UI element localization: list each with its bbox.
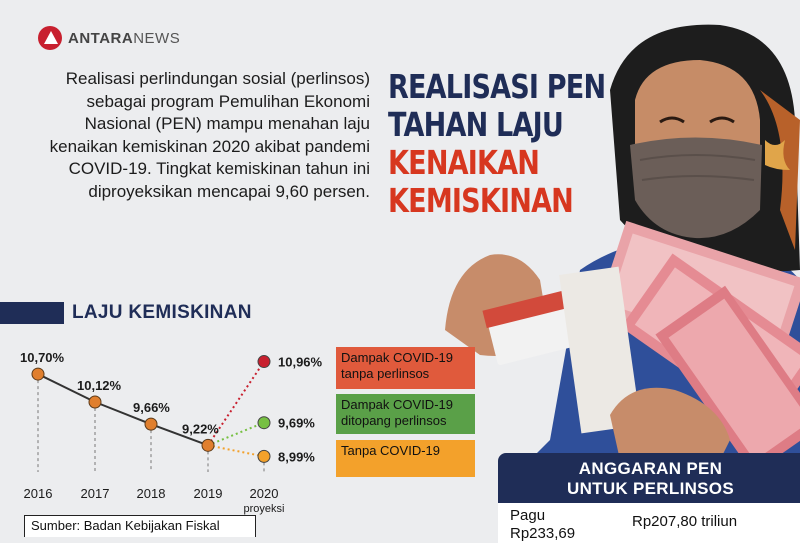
projection-line-2: [207, 444, 265, 458]
projection-label-2: 8,99%: [278, 449, 315, 464]
chart-labels: 10,70% 10,12% 9,66% 9,22% 10,96% 9,69% 8,99%: [20, 350, 323, 464]
budget-title-line-1: ANGGARAN PEN: [578, 459, 723, 478]
logo-suffix: NEWS: [133, 29, 181, 47]
poverty-line-chart: 10,70% 10,12% 9,66% 9,22% 10,96% 9,69% 8,99% 2…: [20, 350, 323, 515]
point-2018: [144, 417, 158, 431]
projection-point-2: [257, 449, 271, 463]
pagu-label: Pagu: [510, 507, 546, 524]
value-label-2016: 10,70%: [20, 350, 65, 365]
budget-pagu: Pagu Rp233,69: [510, 507, 575, 543]
section-title: LAJU KEMISKINAN: [72, 302, 252, 323]
budget-title-line-2: UNTUK PERLINSOS: [567, 479, 734, 498]
logo-brand: ANTARA: [68, 29, 134, 47]
logo-text: ANTARANEWS: [68, 30, 180, 47]
series-line: [37, 373, 209, 447]
antara-logo-icon: [38, 26, 62, 50]
legend-no-perlinsos: Dampak COVID-19 tanpa perlinsos: [336, 347, 475, 389]
x-label-2019: 2019: [194, 486, 223, 501]
x-sublabel: proyeksi: [244, 503, 285, 515]
headline-line-2: TAHAN LAJU: [388, 105, 564, 144]
photo-woman-holding-money: [445, 24, 800, 460]
point-2017: [88, 395, 102, 409]
chart-x-labels: 2016 2017 2018 2019 2020 proyeksi: [24, 486, 285, 515]
antara-logo: ANTARANEWS: [38, 26, 180, 50]
chart-lines: [37, 360, 265, 458]
budget-realisasi: Rp207,80 triliun: [632, 513, 738, 530]
budget-header: ANGGARAN PEN UNTUK PERLINSOS: [498, 453, 800, 503]
headline: REALISASI PEN TAHAN LAJU KENAIKAN KEMISK…: [388, 67, 606, 220]
value-label-2018: 9,66%: [133, 400, 170, 415]
projection-point-0: [257, 355, 271, 369]
x-label-2018: 2018: [137, 486, 166, 501]
legend-no-covid: Tanpa COVID-19: [336, 440, 475, 477]
projection-line-0: [207, 360, 265, 446]
x-label-2020: 2020: [250, 486, 279, 501]
legend-with-perlinsos: Dampak COVID-19 ditopang perlinsos: [336, 394, 475, 434]
chart-points: [31, 355, 271, 463]
value-label-2019: 9,22%: [182, 421, 219, 436]
section-bar: [0, 302, 64, 324]
point-2016: [31, 367, 45, 381]
pagu-value: Rp233,69: [510, 525, 576, 542]
headline-line-3: KENAIKAN: [388, 143, 540, 182]
headline-line-4: KEMISKINAN: [388, 181, 574, 220]
headline-line-1: REALISASI PEN: [388, 67, 606, 106]
value-label-2017: 10,12%: [77, 378, 122, 393]
point-2019: [201, 438, 215, 452]
projection-label-1: 9,69%: [278, 416, 315, 431]
projection-line-1: [207, 421, 265, 447]
source-note: Sumber: Badan Kebijakan Fiskal: [24, 515, 256, 537]
projection-label-0: 10,96%: [278, 355, 323, 370]
x-label-2016: 2016: [24, 486, 53, 501]
intro-paragraph: Realisasi perlindungan sosial (perlinsos…: [49, 69, 370, 201]
x-label-2017: 2017: [81, 486, 110, 501]
projection-point-1: [257, 416, 271, 430]
